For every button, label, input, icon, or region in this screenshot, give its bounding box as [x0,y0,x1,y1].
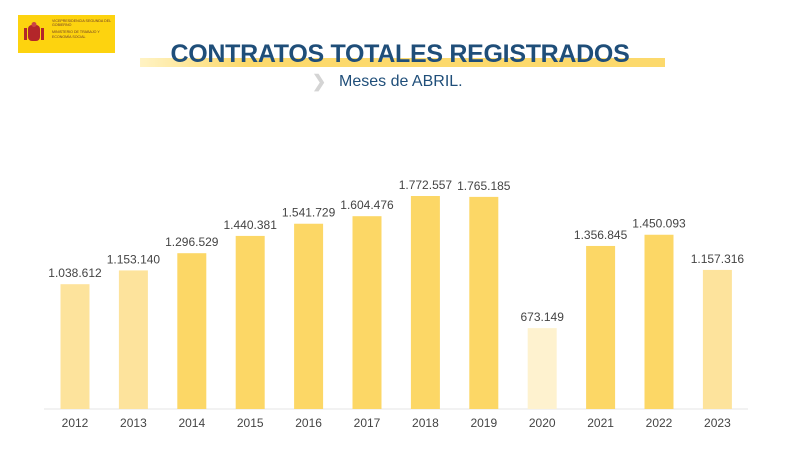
data-label-2022: 1.450.093 [632,217,686,231]
bar-2012 [60,284,90,409]
data-label-2020: 673.149 [521,310,565,324]
chart-title: CONTRATOS TOTALES REGISTRADOS [170,40,630,68]
bar-2017 [352,216,382,409]
data-label-2017: 1.604.476 [340,198,394,212]
chart-subtitle: Meses de ABRIL. [339,73,463,90]
x-tick-label-2020: 2020 [529,416,556,430]
x-tick-label-2023: 2023 [704,416,731,430]
data-label-2021: 1.356.845 [574,228,628,242]
data-label-2013: 1.153.140 [107,252,161,266]
bar-2015 [235,235,265,409]
data-label-2019: 1.765.185 [457,179,511,193]
coat-of-arms-icon [24,22,44,41]
x-tick-label-2021: 2021 [587,416,614,430]
data-label-2016: 1.541.729 [282,206,336,220]
logo-line-2: MINISTERIO DE TRABAJO Y ECONOMÍA SOCIAL [52,30,100,39]
bar-2020 [527,328,557,409]
data-label-2023: 1.157.316 [691,252,745,266]
x-tick-label-2016: 2016 [295,416,322,430]
bar-2021 [586,245,616,409]
x-tick-label-2018: 2018 [412,416,439,430]
government-logo: VICEPRESIDENCIA SEGUNDA DEL GOBIERNO MIN… [18,15,115,53]
bar-2018 [410,196,440,409]
x-tick-label-2012: 2012 [62,416,89,430]
x-tick-label-2022: 2022 [646,416,673,430]
bar-2014 [177,253,207,409]
logo-line-1: VICEPRESIDENCIA SEGUNDA DEL GOBIERNO [52,19,111,28]
bar-2019 [469,196,499,409]
title-underline [140,58,665,67]
x-tick-label-2015: 2015 [237,416,264,430]
x-tick-label-2014: 2014 [178,416,205,430]
x-tick-label-2013: 2013 [120,416,147,430]
data-label-2014: 1.296.529 [165,235,219,249]
data-label-2012: 1.038.612 [48,266,102,280]
data-label-2018: 1.772.557 [399,178,453,192]
bar-2022 [644,234,674,409]
bar-2013 [118,270,148,409]
x-tick-label-2017: 2017 [354,416,381,430]
bar-2016 [294,223,324,409]
bar-2023 [702,269,732,409]
data-label-2015: 1.440.381 [224,218,278,232]
x-tick-label-2019: 2019 [470,416,497,430]
chevron-right-icon: ❯ [312,72,327,91]
